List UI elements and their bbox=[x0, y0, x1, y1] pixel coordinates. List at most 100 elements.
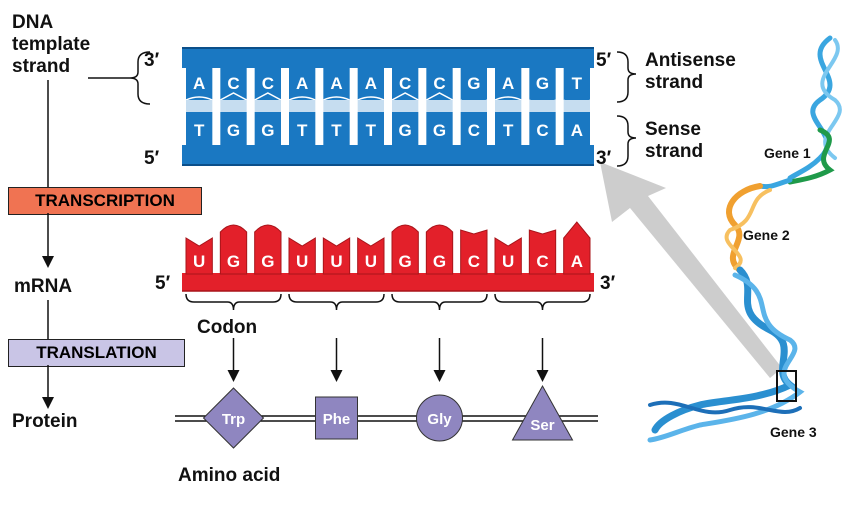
amino-acid-label: Amino acid bbox=[178, 465, 281, 486]
dna-bottom-5prime: 5′ bbox=[144, 148, 160, 169]
codon-brace-1 bbox=[185, 293, 282, 311]
antisense-base-letter-11: G bbox=[536, 74, 549, 93]
base-pair-7 bbox=[391, 92, 419, 101]
antisense-base-letter-10: A bbox=[502, 74, 514, 93]
amino-acid-gly bbox=[416, 394, 463, 442]
base-pair-3 bbox=[254, 92, 282, 101]
base-pair-gap-6 bbox=[357, 100, 384, 112]
helix-gene3-b bbox=[647, 272, 805, 443]
sense-line2: strand bbox=[645, 141, 704, 162]
antisense-base-1 bbox=[186, 66, 213, 100]
sense-base-letter-7: G bbox=[399, 121, 412, 140]
protein-label: Protein bbox=[12, 411, 78, 432]
antisense-base-letter-2: C bbox=[227, 74, 239, 93]
antisense-base-4 bbox=[289, 66, 316, 100]
mrna-base-10 bbox=[494, 237, 522, 275]
sense-base-letter-11: C bbox=[536, 121, 548, 140]
helix-link bbox=[757, 177, 793, 190]
base-pair-8 bbox=[425, 92, 454, 101]
helix-gene1-a bbox=[787, 35, 833, 181]
transcription-box: TRANSCRIPTION bbox=[8, 187, 202, 215]
antisense-base-letter-1: A bbox=[193, 74, 205, 93]
dna-bottom-backbone bbox=[182, 145, 594, 165]
sense-base-letter-3: G bbox=[261, 121, 274, 140]
sense-base-10 bbox=[495, 112, 522, 146]
base-pair-gap-12 bbox=[563, 100, 590, 112]
mrna-base-letter-5: U bbox=[330, 252, 342, 271]
base-pair-gap-9 bbox=[460, 100, 487, 112]
sense-base-9 bbox=[460, 112, 487, 146]
base-pair-gap-11 bbox=[529, 100, 556, 112]
base-pair-9 bbox=[460, 99, 488, 109]
dna-top-3prime: 3′ bbox=[144, 50, 160, 71]
translation-box: TRANSLATION bbox=[8, 339, 185, 367]
mrna-base-4 bbox=[288, 237, 316, 275]
sense-base-letter-6: T bbox=[366, 121, 377, 140]
sense-base-11 bbox=[529, 112, 556, 146]
mrna-base-2 bbox=[219, 224, 248, 275]
sense-base-6 bbox=[357, 112, 384, 146]
amino-acid-label-1: Trp bbox=[222, 411, 245, 428]
helix-gene2-a bbox=[726, 183, 763, 273]
sense-base-2 bbox=[220, 112, 247, 146]
antisense-base-10 bbox=[495, 66, 522, 100]
dna-bottom-3prime: 3′ bbox=[596, 148, 612, 169]
sense-base-letter-1: T bbox=[194, 121, 205, 140]
base-pair-gap-4 bbox=[289, 100, 316, 112]
antisense-brace bbox=[616, 51, 637, 103]
sense-base-letter-5: T bbox=[331, 121, 342, 140]
antisense-base-letter-8: C bbox=[433, 74, 445, 93]
mrna-base-letter-11: C bbox=[536, 252, 548, 271]
sense-base-letter-2: G bbox=[227, 121, 240, 140]
helix-gene1-b bbox=[820, 38, 842, 160]
base-pair-10 bbox=[494, 96, 522, 101]
mrna-base-letter-8: G bbox=[433, 252, 446, 271]
codon-brace-3 bbox=[391, 293, 488, 311]
mrna-base-7 bbox=[391, 224, 419, 275]
sense-brace bbox=[616, 115, 637, 167]
antisense-base-7 bbox=[392, 66, 419, 100]
dna-top-5prime: 5′ bbox=[596, 50, 612, 71]
sense-base-3 bbox=[254, 112, 281, 146]
base-pair-11 bbox=[528, 99, 557, 109]
mrna-base-5 bbox=[322, 237, 351, 275]
antisense-base-8 bbox=[426, 66, 453, 100]
base-pair-gap-3 bbox=[254, 100, 281, 112]
dna-template-label: DNA template strand bbox=[12, 12, 90, 78]
codon-brace-2 bbox=[288, 293, 385, 311]
amino-acid-chain: Trp Phe Gly Ser bbox=[202, 384, 574, 449]
antisense-base-letter-4: A bbox=[296, 74, 308, 93]
amino-acid-label-2: Phe bbox=[323, 411, 351, 428]
antisense-base-5 bbox=[323, 66, 350, 100]
amino-acid-ser bbox=[511, 384, 574, 441]
sense-base-1 bbox=[186, 112, 213, 146]
base-pair-gap-7 bbox=[392, 100, 419, 112]
antisense-base-6 bbox=[357, 66, 384, 100]
codon-braces bbox=[185, 293, 591, 382]
gene3-highlight-box bbox=[776, 370, 797, 402]
mrna-base-letter-3: G bbox=[261, 252, 274, 271]
mrna-base-letter-4: U bbox=[296, 252, 308, 271]
gene1-label: Gene 1 bbox=[764, 145, 811, 161]
antisense-base-letter-6: A bbox=[365, 74, 377, 93]
amino-acid-phe bbox=[315, 396, 358, 440]
helix-gene2-b bbox=[724, 188, 772, 270]
mrna-base-letter-7: G bbox=[399, 252, 412, 271]
codon-label: Codon bbox=[197, 317, 258, 338]
helix-gene1-green bbox=[787, 127, 835, 185]
base-pair-4 bbox=[288, 96, 316, 101]
mrna-base-6 bbox=[357, 237, 385, 275]
antisense-line2: strand bbox=[645, 72, 704, 93]
mrna-base-12 bbox=[563, 221, 591, 275]
sense-base-letter-9: C bbox=[468, 121, 480, 140]
codon-brace-4 bbox=[494, 293, 591, 311]
antisense-base-11 bbox=[529, 66, 556, 100]
antisense-base-letter-12: T bbox=[572, 74, 583, 93]
gene3-label: Gene 3 bbox=[770, 424, 817, 440]
mrna-base-letter-1: U bbox=[193, 252, 205, 271]
zoom-arrow bbox=[600, 162, 782, 378]
mrna-base-11 bbox=[528, 229, 557, 275]
sense-base-letter-4: T bbox=[297, 121, 308, 140]
